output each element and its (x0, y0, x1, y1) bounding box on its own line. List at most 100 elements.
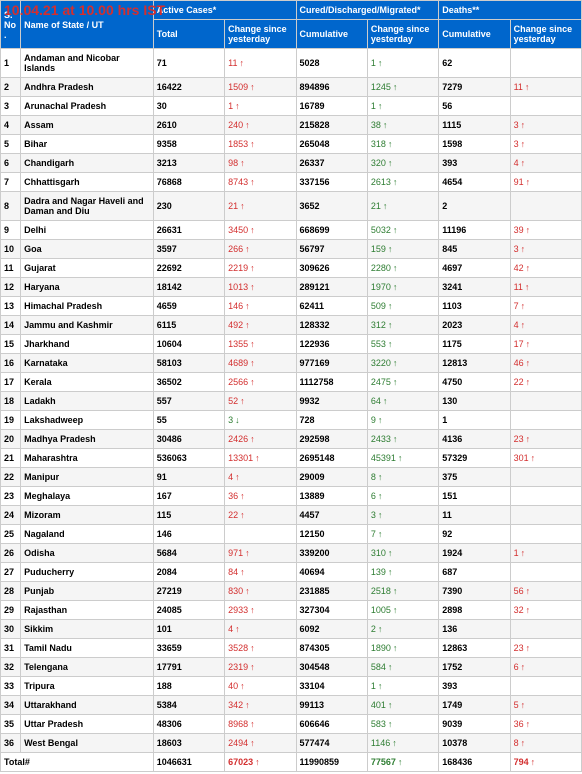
cell-active-total: 33659 (153, 639, 224, 658)
cell-active-change: 8743 (225, 173, 296, 192)
table-row: 27Puducherry20848440694139687 (1, 563, 582, 582)
cell-death-change (510, 620, 581, 639)
cell-active-change: 3528 (225, 639, 296, 658)
cell-active-total: 557 (153, 392, 224, 411)
cell-death-change: 91 (510, 173, 581, 192)
cell-death-change (510, 525, 581, 544)
cell-active-total: 58103 (153, 354, 224, 373)
table-row: 3Arunachal Pradesh30116789156 (1, 97, 582, 116)
cell-cured-change: 3220 (367, 354, 438, 373)
cell-active-total: 230 (153, 192, 224, 221)
cell-cured-change: 6 (367, 487, 438, 506)
header-death-cum: Cumulative (439, 20, 510, 49)
cell-death-change: 39 (510, 221, 581, 240)
cell-active-total: 3213 (153, 154, 224, 173)
cell-state-name: Nagaland (21, 525, 154, 544)
cell-death-cum: 10378 (439, 734, 510, 753)
cell-active-total: 5384 (153, 696, 224, 715)
cell-cured-cum: 62411 (296, 297, 367, 316)
table-row: 17Kerala36502256611127582475475022 (1, 373, 582, 392)
cell-cured-change: 1 (367, 97, 438, 116)
cell-active-total: 26631 (153, 221, 224, 240)
cell-active-total: 48306 (153, 715, 224, 734)
header-active-total: Total (153, 20, 224, 49)
cell-active-change: 98 (225, 154, 296, 173)
cell-state-name: Jharkhand (21, 335, 154, 354)
table-row: 18Ladakh55752993264130 (1, 392, 582, 411)
cell-active-total: 16422 (153, 78, 224, 97)
header-cured-cum: Cumulative (296, 20, 367, 49)
table-row: 36West Bengal1860324945774741146103788 (1, 734, 582, 753)
cell-active-total: 18142 (153, 278, 224, 297)
cell-death-cum: 130 (439, 392, 510, 411)
cell-cured-change: 1970 (367, 278, 438, 297)
cell-death-cum: 375 (439, 468, 510, 487)
table-row: 2Andhra Pradesh1642215098948961245727911 (1, 78, 582, 97)
cell-sno: 23 (1, 487, 21, 506)
cell-sno: 25 (1, 525, 21, 544)
cell-sno: 17 (1, 373, 21, 392)
cell-cured-cum: 56797 (296, 240, 367, 259)
cell-sno: 29 (1, 601, 21, 620)
cell-death-change: 56 (510, 582, 581, 601)
cell-cured-cum: 40694 (296, 563, 367, 582)
cell-sno: 33 (1, 677, 21, 696)
cell-state-name: Haryana (21, 278, 154, 297)
cell-cured-cum: 4457 (296, 506, 367, 525)
cell-death-change: 23 (510, 430, 581, 449)
cell-cured-change: 7 (367, 525, 438, 544)
cell-state-name: Maharashtra (21, 449, 154, 468)
cell-cured-change: 1 (367, 49, 438, 78)
cell-active-total: 2610 (153, 116, 224, 135)
cell-active-change: 146 (225, 297, 296, 316)
total-active-change: 67023 (225, 753, 296, 772)
cell-sno: 5 (1, 135, 21, 154)
cell-death-cum: 1752 (439, 658, 510, 677)
cell-active-change: 22 (225, 506, 296, 525)
table-row: 16Karnataka58103468997716932201281346 (1, 354, 582, 373)
cell-active-change: 2933 (225, 601, 296, 620)
cell-state-name: Arunachal Pradesh (21, 97, 154, 116)
cell-sno: 10 (1, 240, 21, 259)
cell-death-cum: 57329 (439, 449, 510, 468)
table-row: 26Odisha568497133920031019241 (1, 544, 582, 563)
cell-cured-cum: 122936 (296, 335, 367, 354)
cell-death-cum: 393 (439, 154, 510, 173)
cell-active-total: 36502 (153, 373, 224, 392)
cell-sno: 3 (1, 97, 21, 116)
cell-sno: 28 (1, 582, 21, 601)
cell-death-change: 32 (510, 601, 581, 620)
cell-death-change: 1 (510, 544, 581, 563)
cell-state-name: Chandigarh (21, 154, 154, 173)
cell-death-change: 36 (510, 715, 581, 734)
cell-active-total: 115 (153, 506, 224, 525)
cell-active-change: 2566 (225, 373, 296, 392)
cell-active-change: 1355 (225, 335, 296, 354)
cell-death-change: 301 (510, 449, 581, 468)
cell-active-change (225, 525, 296, 544)
cell-death-cum: 12863 (439, 639, 510, 658)
cell-death-cum: 56 (439, 97, 510, 116)
cell-death-change (510, 468, 581, 487)
table-row: 23Meghalaya16736138896151 (1, 487, 582, 506)
cell-state-name: Himachal Pradesh (21, 297, 154, 316)
total-row: Total# 1046631 67023 11990859 77567 1684… (1, 753, 582, 772)
cell-state-name: Rajasthan (21, 601, 154, 620)
cell-cured-change: 1890 (367, 639, 438, 658)
cell-cured-cum: 231885 (296, 582, 367, 601)
cell-active-change: 21 (225, 192, 296, 221)
table-row: 8Dadra and Nagar Haveli and Daman and Di… (1, 192, 582, 221)
cell-death-cum: 92 (439, 525, 510, 544)
cell-death-cum: 9039 (439, 715, 510, 734)
cell-cured-change: 509 (367, 297, 438, 316)
cell-cured-cum: 9932 (296, 392, 367, 411)
cell-active-total: 4659 (153, 297, 224, 316)
cell-active-total: 9358 (153, 135, 224, 154)
cell-active-total: 76868 (153, 173, 224, 192)
table-row: 28Punjab272198302318852518739056 (1, 582, 582, 601)
cell-active-total: 5684 (153, 544, 224, 563)
cell-cured-cum: 309626 (296, 259, 367, 278)
cell-active-total: 27219 (153, 582, 224, 601)
cell-active-total: 71 (153, 49, 224, 78)
cell-cured-change: 320 (367, 154, 438, 173)
